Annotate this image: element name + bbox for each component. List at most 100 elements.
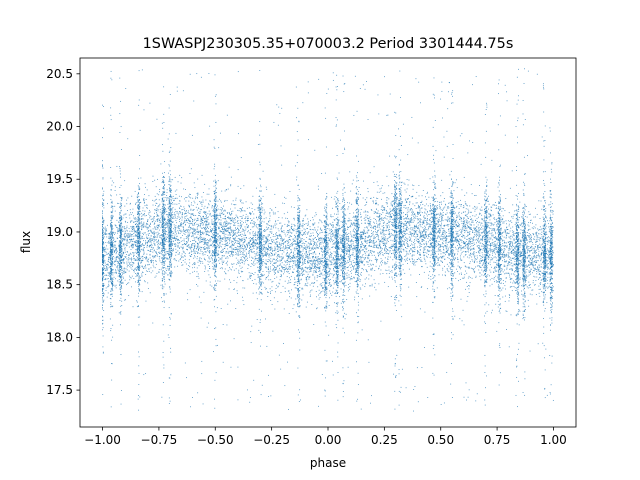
data-point xyxy=(262,203,264,205)
data-point xyxy=(324,251,325,253)
data-point xyxy=(212,268,214,270)
data-point xyxy=(380,218,382,220)
data-point xyxy=(371,268,373,270)
data-point xyxy=(178,228,180,230)
data-point xyxy=(326,263,328,265)
data-point xyxy=(330,251,331,253)
data-point xyxy=(393,230,395,231)
data-point xyxy=(149,253,151,255)
data-points xyxy=(102,68,554,412)
data-point xyxy=(346,253,348,255)
data-point xyxy=(192,218,194,220)
data-point xyxy=(349,202,351,204)
data-point xyxy=(515,256,517,258)
data-point xyxy=(307,222,309,224)
data-point xyxy=(367,258,369,260)
data-point xyxy=(352,248,354,250)
data-point xyxy=(300,279,302,281)
data-point xyxy=(419,229,420,231)
data-point xyxy=(372,227,374,228)
data-point xyxy=(199,214,201,216)
data-point xyxy=(442,228,444,230)
data-point xyxy=(480,250,481,252)
data-point xyxy=(138,209,140,211)
data-point xyxy=(376,246,377,248)
data-point xyxy=(241,220,243,222)
data-point xyxy=(454,240,456,242)
data-point xyxy=(446,209,448,211)
data-point xyxy=(315,256,317,258)
data-point xyxy=(286,299,288,301)
data-point xyxy=(291,289,292,291)
data-point xyxy=(238,229,240,231)
data-point xyxy=(323,239,325,241)
data-point xyxy=(519,247,521,248)
data-point xyxy=(216,239,218,240)
data-point xyxy=(294,250,296,252)
data-point xyxy=(382,222,384,224)
data-point xyxy=(249,248,250,249)
data-point xyxy=(172,207,174,209)
data-point xyxy=(113,256,115,258)
data-point xyxy=(417,227,419,229)
data-point xyxy=(289,266,291,268)
data-point xyxy=(177,265,179,267)
data-point xyxy=(467,277,469,279)
data-point xyxy=(167,229,169,231)
data-point xyxy=(280,222,282,224)
data-point xyxy=(134,241,136,243)
data-point xyxy=(276,267,278,269)
data-point xyxy=(499,255,500,257)
data-point xyxy=(140,259,142,261)
data-point xyxy=(125,235,127,237)
data-point xyxy=(236,254,238,256)
data-point xyxy=(339,228,341,230)
data-point xyxy=(485,189,487,191)
data-point xyxy=(314,260,316,261)
data-point xyxy=(321,263,323,265)
data-point xyxy=(414,233,415,235)
data-point xyxy=(152,264,154,266)
data-point xyxy=(423,240,425,242)
data-point xyxy=(438,224,440,226)
data-point xyxy=(220,237,222,239)
data-point xyxy=(481,232,483,234)
data-point xyxy=(474,239,476,241)
data-point xyxy=(532,228,534,230)
data-point xyxy=(268,249,269,251)
data-point xyxy=(524,284,526,286)
data-point xyxy=(237,246,239,248)
data-point xyxy=(418,218,419,220)
data-point xyxy=(376,236,378,237)
data-point xyxy=(254,272,256,274)
data-point xyxy=(460,257,462,259)
data-point xyxy=(355,199,357,201)
data-point xyxy=(426,215,428,217)
data-point xyxy=(112,215,114,217)
data-point xyxy=(321,248,322,250)
data-point xyxy=(136,246,138,248)
data-point xyxy=(235,247,237,249)
data-point xyxy=(441,257,443,259)
data-point xyxy=(238,254,240,256)
data-point xyxy=(537,267,538,269)
data-point xyxy=(396,213,398,215)
data-point xyxy=(278,264,280,266)
data-point xyxy=(547,239,549,241)
data-point xyxy=(225,263,227,265)
data-point xyxy=(149,226,151,228)
data-point xyxy=(242,262,243,264)
data-point xyxy=(429,178,431,180)
data-point xyxy=(132,252,133,254)
data-point xyxy=(126,238,128,240)
data-point xyxy=(533,256,535,258)
data-point xyxy=(323,254,325,256)
data-point xyxy=(488,241,490,243)
data-point xyxy=(540,259,542,261)
data-point xyxy=(187,239,189,241)
data-point xyxy=(117,232,119,234)
data-point xyxy=(182,212,183,214)
data-point xyxy=(157,215,159,217)
data-point xyxy=(392,245,394,247)
data-point xyxy=(432,255,434,257)
